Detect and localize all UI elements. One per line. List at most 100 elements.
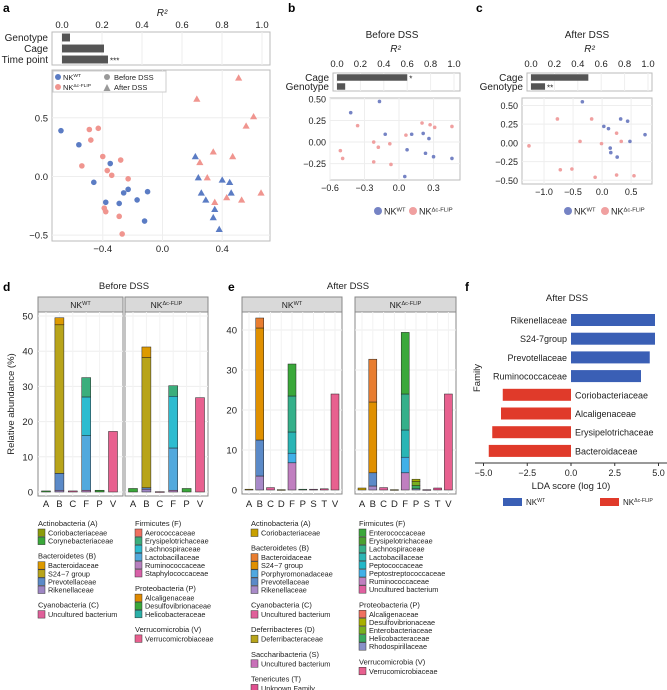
- lda-category-label: Prevotellaceae: [507, 353, 567, 363]
- scatter-y-tick-label: −0.5: [29, 231, 48, 242]
- r2-bar: [62, 44, 104, 53]
- stacked-bar-segment: [277, 489, 286, 491]
- data-point-circle: [450, 124, 454, 129]
- data-point-triangle: [242, 122, 250, 129]
- data-point-circle: [116, 200, 122, 207]
- significance-label: ***: [110, 57, 119, 66]
- panel-title: Before DSS: [99, 281, 149, 292]
- stacked-bar-segment: [330, 393, 340, 491]
- legend-swatch: [358, 585, 367, 594]
- stacked-bar-segment: [81, 377, 91, 398]
- legend-label-base: NK: [384, 207, 397, 217]
- data-point-circle: [555, 117, 560, 121]
- stacked-bar-segment: [255, 317, 264, 329]
- panel-title: After DSS: [546, 293, 588, 304]
- legend-item-label: Deferribacteraceae: [261, 635, 323, 644]
- facet-strip-label-sup: Δc-FLIP: [401, 301, 421, 307]
- scatter-plot-frame: [51, 69, 271, 242]
- legend-swatch: [250, 577, 259, 586]
- data-point-circle: [348, 110, 353, 115]
- stacked-bar-segment: [411, 485, 421, 490]
- data-point-circle: [606, 126, 611, 131]
- y-axis-label: Family: [472, 364, 483, 392]
- legend-swatch: [37, 610, 46, 619]
- r2-tick-label: 0.4: [571, 59, 584, 70]
- legend-item-label: Lactobacillaceae: [145, 553, 199, 562]
- r2-tick-label: 0.2: [354, 59, 367, 70]
- legend-swatch: [134, 553, 143, 562]
- r2-axis-title: R²: [584, 44, 595, 55]
- category-label: F: [170, 499, 176, 510]
- stacked-bar-segment: [400, 472, 410, 491]
- data-point-circle: [144, 188, 151, 195]
- lda-bar: [488, 444, 571, 457]
- legend-label-sup: Δc-FLIP: [432, 208, 453, 214]
- legend-swatch: [358, 536, 367, 545]
- r2-bar: [62, 55, 108, 64]
- category-label: V: [197, 499, 204, 510]
- legend-label-base: NK: [623, 498, 635, 507]
- facet-strip-label-base: NK: [151, 300, 163, 310]
- legend-swatch: [358, 553, 367, 562]
- category-label: S: [310, 499, 316, 510]
- legend-swatch: [37, 536, 46, 545]
- stacked-bar-segment: [81, 435, 91, 491]
- r2-bar: [337, 83, 346, 90]
- scatter-y-tick-label: 0.25: [308, 116, 326, 126]
- legend-item-label: Lachnospiraceae: [145, 545, 201, 554]
- stacked-bar-segment: [128, 488, 138, 493]
- data-point-circle: [558, 167, 563, 172]
- data-point-triangle: [191, 152, 199, 160]
- lda-category-label: Erysipelotrichaceae: [575, 428, 654, 438]
- stacked-bar-segment: [155, 491, 165, 493]
- legend-label: NKWT: [63, 73, 81, 82]
- data-point-triangle: [227, 189, 235, 196]
- legend-swatch-wt: [503, 498, 522, 506]
- category-label: D: [391, 499, 398, 510]
- legend-item-label: Prevotellaceae: [48, 577, 96, 586]
- data-point-circle: [383, 132, 388, 137]
- data-point-circle: [618, 117, 623, 121]
- data-point-circle: [428, 122, 432, 127]
- legend-item-label: Porphyromonadaceae: [261, 569, 333, 578]
- data-point-triangle: [209, 148, 217, 155]
- legend-item-label: Prevotellaceae: [261, 577, 309, 586]
- r2-tick-label: 1.0: [641, 59, 654, 70]
- category-label: B: [143, 499, 149, 510]
- legend-swatch-wt: [374, 207, 382, 215]
- r2-tick-label: 0.8: [424, 59, 437, 70]
- scatter-y-tick-label: 0.0: [35, 172, 48, 183]
- r2-tick-label: 0.8: [618, 59, 631, 70]
- stacked-bar-segment: [54, 324, 65, 474]
- data-point-circle: [593, 175, 597, 180]
- data-point-triangle: [218, 176, 226, 183]
- r2-tick-label: 0.0: [524, 59, 537, 70]
- data-point-circle: [116, 213, 122, 220]
- stacked-bar-segment: [255, 327, 264, 441]
- stacked-bar-segment: [181, 488, 192, 493]
- data-point-circle: [371, 160, 376, 164]
- facet-strip-label-base: NK: [282, 300, 294, 310]
- data-point-circle: [643, 132, 647, 137]
- legend-swatch: [250, 634, 259, 643]
- category-label: A: [43, 499, 50, 510]
- legend-swatch: [358, 642, 367, 651]
- facet-strip-label-sup: Δc-FLIP: [162, 301, 182, 307]
- legend-item-label: Helicobacteraceae: [369, 634, 429, 643]
- lda-bar: [492, 426, 571, 439]
- data-point-circle: [431, 154, 436, 159]
- data-point-circle: [632, 173, 636, 178]
- stacked-bar-segment: [54, 489, 65, 493]
- data-point-circle: [389, 162, 393, 167]
- stacked-bar-segment: [255, 475, 264, 491]
- y-tick-label: 10: [226, 446, 237, 457]
- legend-item-label: Verrucomicrobiaceae: [145, 634, 214, 643]
- data-point-circle: [125, 186, 131, 193]
- r2-tick-label: 0.8: [215, 20, 228, 31]
- data-point-circle: [58, 127, 64, 134]
- stacked-bar-segment: [357, 487, 367, 491]
- r2-category-label: Genotype: [286, 82, 330, 93]
- scatter-x-tick-label: 0.0: [596, 187, 609, 197]
- legend-item-label: Coriobacteriaceae: [261, 529, 320, 538]
